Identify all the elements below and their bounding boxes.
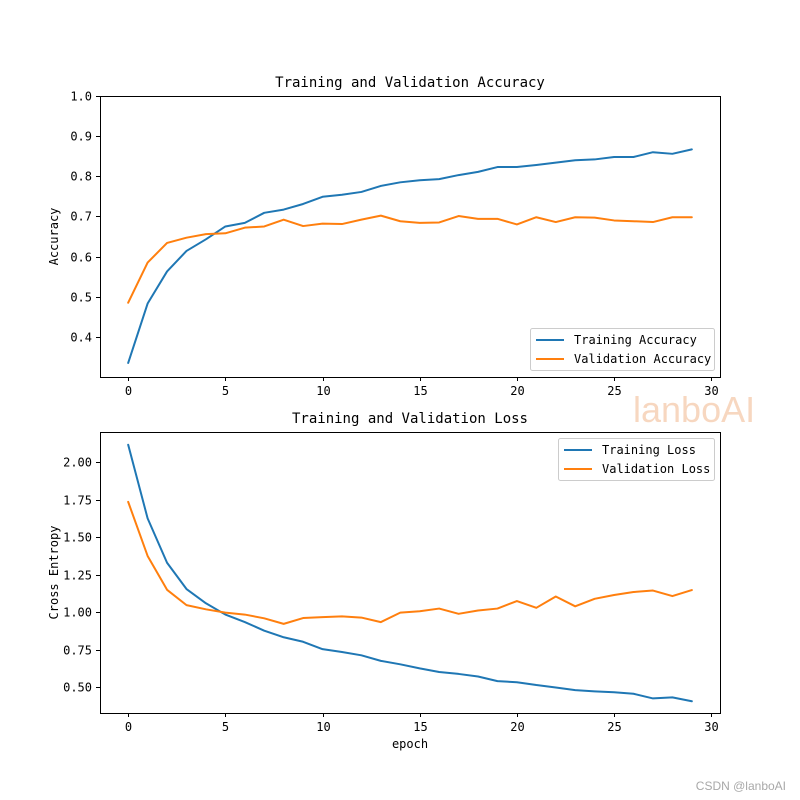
y-axis-label: Accuracy — [47, 208, 61, 266]
x-tick-label: 5 — [222, 720, 229, 734]
x-tick-label: 25 — [607, 384, 621, 398]
legend: Training Accuracy Validation Accuracy — [530, 328, 715, 371]
y-tick-label: 1.0 — [70, 90, 92, 104]
legend-box — [558, 438, 715, 481]
y-tick-label: 0.5 — [70, 291, 92, 305]
x-axis-label: epoch — [392, 737, 428, 751]
series-line-training-accuracy — [127, 148, 693, 364]
y-tick-label: 0.7 — [70, 210, 92, 224]
y-tick-label: 0.50 — [63, 681, 92, 695]
chart-title: Training and Validation Loss — [292, 411, 528, 427]
legend-label: Training Accuracy — [574, 333, 697, 347]
watermark: lanboAI — [633, 389, 755, 430]
x-tick-label: 30 — [704, 720, 718, 734]
y-tick-label: 1.50 — [63, 531, 92, 545]
x-tick-label: 0 — [125, 384, 132, 398]
legend: Training Loss Validation Loss — [558, 438, 715, 481]
y-tick-label: 0.75 — [63, 644, 92, 658]
x-tick-label: 5 — [222, 384, 229, 398]
y-tick-label: 2.00 — [63, 456, 92, 470]
legend-box — [530, 328, 715, 371]
series-line-validation-loss — [127, 500, 693, 625]
accuracy-plot: 0 5 10 15 20 25 30 0.4 0.5 0.6 0.7 0.8 0.9 1.0 Trainin… — [47, 75, 721, 398]
x-tick-label: 20 — [510, 384, 524, 398]
x-tick-label: 10 — [316, 384, 330, 398]
y-tick-label: 0.6 — [70, 251, 92, 265]
loss-plot: 0 5 10 15 20 25 30 0.50 0.75 1.00 1.25 1.50 1.75 2.00… — [47, 411, 721, 751]
x-tick-label: 20 — [510, 720, 524, 734]
y-tick-label: 0.9 — [70, 130, 92, 144]
y-tick-label: 1.75 — [63, 494, 92, 508]
x-tick-label: 15 — [413, 384, 427, 398]
chart-title: Training and Validation Accuracy — [275, 75, 545, 91]
y-tick-label: 1.25 — [63, 569, 92, 583]
x-tick-label: 30 — [704, 384, 718, 398]
legend-label: Validation Accuracy — [574, 352, 711, 366]
legend-label: Validation Loss — [602, 462, 710, 476]
x-tick-label: 25 — [607, 720, 621, 734]
x-tick-label: 0 — [125, 720, 132, 734]
y-tick-label: 0.4 — [70, 331, 92, 345]
plot-frame — [100, 96, 721, 378]
legend-label: Training Loss — [602, 443, 696, 457]
series-line-validation-accuracy — [127, 214, 693, 304]
x-tick-label: 10 — [316, 720, 330, 734]
x-tick-label: 15 — [413, 720, 427, 734]
y-axis-label: Cross Entropy — [47, 526, 61, 620]
y-tick-label: 0.8 — [70, 170, 92, 184]
plot-frame — [100, 432, 721, 714]
y-tick-label: 1.00 — [63, 606, 92, 620]
series-line-training-loss — [127, 443, 693, 703]
credit-text: CSDN @lanboAI — [696, 779, 786, 793]
